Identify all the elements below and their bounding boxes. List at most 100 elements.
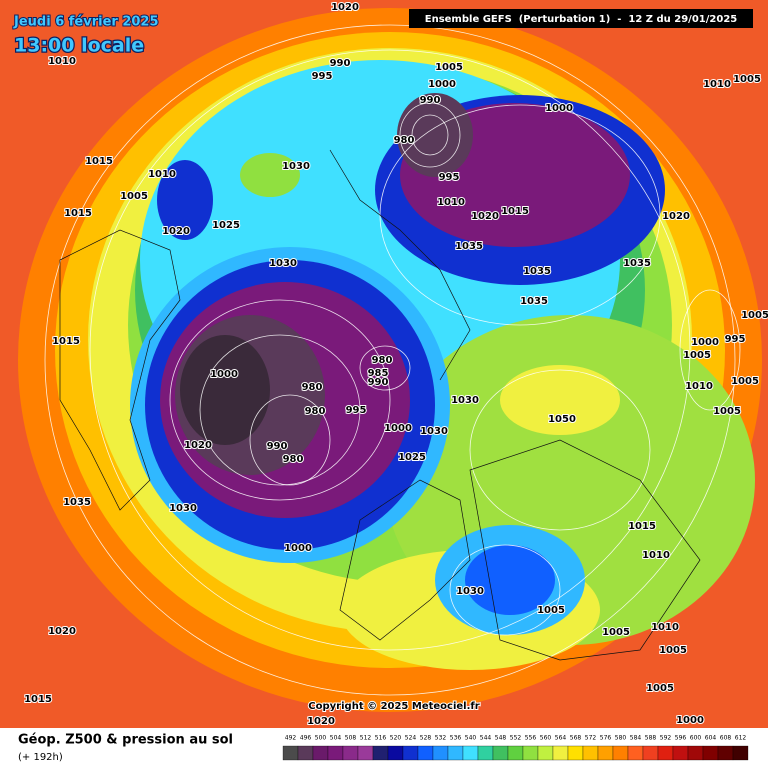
isobar-label: 1000 xyxy=(691,337,719,348)
legend-swatch xyxy=(327,745,344,761)
legend-swatch xyxy=(537,745,554,761)
legend-swatch xyxy=(462,745,479,761)
legend-swatch xyxy=(642,745,659,761)
legend-label: 520 xyxy=(390,735,402,742)
isobar-label: 1030 xyxy=(269,258,297,269)
isobar-label: 1005 xyxy=(683,350,711,361)
isobar-label: 1010 xyxy=(651,622,679,633)
legend-label: 576 xyxy=(600,735,612,742)
isobar-label: 1010 xyxy=(703,79,731,90)
isobar-label: 1035 xyxy=(523,266,551,277)
legend-swatch xyxy=(342,745,359,761)
isobar-label: 995 xyxy=(346,405,367,416)
isobar-label: 980 xyxy=(302,382,323,393)
isobar-label: 1015 xyxy=(52,336,80,347)
legend-label: 592 xyxy=(660,735,672,742)
isobar-label: 1015 xyxy=(628,521,656,532)
legend-swatch xyxy=(687,745,704,761)
isobar-label: 980 xyxy=(372,355,393,366)
legend-swatch xyxy=(567,745,584,761)
legend-label: 580 xyxy=(615,735,627,742)
legend-label: 508 xyxy=(345,735,357,742)
legend-swatch xyxy=(282,745,299,761)
height-field xyxy=(0,0,768,728)
isobar-label: 1015 xyxy=(501,206,529,217)
isobar-label: 1005 xyxy=(659,645,687,656)
isobar-label: 1000 xyxy=(384,423,412,434)
isobar-label: 1010 xyxy=(148,169,176,180)
legend-label: 540 xyxy=(465,735,477,742)
coastlines xyxy=(59,149,701,661)
isobar-label: 985 xyxy=(368,368,389,379)
legend-label: 544 xyxy=(480,735,492,742)
isobar-label: 1020 xyxy=(184,440,212,451)
legend-label: 556 xyxy=(525,735,537,742)
isobar-label: 1000 xyxy=(676,715,704,726)
isobar-label: 1005 xyxy=(537,605,565,616)
legend-label: 512 xyxy=(360,735,372,742)
legend-swatch xyxy=(522,745,539,761)
forecast-lead: (+ 192h) xyxy=(18,752,63,763)
isobar-label: 1010 xyxy=(642,550,670,561)
isobars xyxy=(44,24,741,696)
isobar-label: 1030 xyxy=(169,503,197,514)
isobar-label: 1030 xyxy=(282,161,310,172)
legend-swatch xyxy=(402,745,419,761)
isobar-label: 1000 xyxy=(210,369,238,380)
legend-label: 604 xyxy=(705,735,717,742)
isobar-label: 980 xyxy=(305,406,326,417)
isobar-label: 1035 xyxy=(623,258,651,269)
legend-swatch xyxy=(732,745,749,761)
isobar-label: 990 xyxy=(368,377,389,388)
legend-label: 612 xyxy=(735,735,747,742)
legend-label: 524 xyxy=(405,735,417,742)
isobar-label: 1020 xyxy=(471,211,499,222)
isobar-label: 1030 xyxy=(420,426,448,437)
legend-label: 568 xyxy=(570,735,582,742)
legend-swatch xyxy=(702,745,719,761)
legend-swatch xyxy=(417,745,434,761)
isobar-label: 1005 xyxy=(646,683,674,694)
isobar-label: 995 xyxy=(439,172,460,183)
isobar-label: 1005 xyxy=(435,62,463,73)
legend-swatch xyxy=(357,745,374,761)
isobar-label: 1020 xyxy=(162,226,190,237)
isobar-label: 1035 xyxy=(63,497,91,508)
legend-swatch xyxy=(627,745,644,761)
legend-swatch xyxy=(672,745,689,761)
run-info: Ensemble GEFS (Perturbation 1) - 12 Z du… xyxy=(425,14,738,25)
isobar-label: 1035 xyxy=(520,296,548,307)
legend-swatch xyxy=(372,745,389,761)
isobar-label: 1010 xyxy=(48,56,76,67)
isobar-label: 1025 xyxy=(398,452,426,463)
legend-label: 528 xyxy=(420,735,432,742)
legend-label: 600 xyxy=(690,735,702,742)
isobar-label: 1015 xyxy=(64,208,92,219)
legend-label: 608 xyxy=(720,735,732,742)
legend-swatch xyxy=(447,745,464,761)
isobar-label: 1015 xyxy=(24,694,52,705)
legend-label: 596 xyxy=(675,735,687,742)
isobar-label: 1020 xyxy=(331,2,359,13)
isobar-label: 995 xyxy=(312,71,333,82)
isobar-label: 1010 xyxy=(685,381,713,392)
isobar-label: 1005 xyxy=(731,376,759,387)
legend-label: 516 xyxy=(375,735,387,742)
isobar-label: 1015 xyxy=(85,156,113,167)
legend-label: 572 xyxy=(585,735,597,742)
legend-label: 548 xyxy=(495,735,507,742)
isobar-label: 1000 xyxy=(428,79,456,90)
isobar-label: 1005 xyxy=(713,406,741,417)
legend-swatch xyxy=(657,745,674,761)
isobar-label: 980 xyxy=(283,454,304,465)
isobar-label: 1020 xyxy=(307,716,335,727)
date: Jeudi 6 février 2025 xyxy=(13,15,159,30)
local-time: 13:00 locale xyxy=(14,35,144,57)
isobar-label: 1030 xyxy=(451,395,479,406)
isobar-label: 1030 xyxy=(456,586,484,597)
legend: 492 496 500 504 508 512 516 520 524 528 532 536 540 5… xyxy=(282,735,749,761)
copyright: Copyright © 2025 Meteociel.fr xyxy=(308,701,479,712)
